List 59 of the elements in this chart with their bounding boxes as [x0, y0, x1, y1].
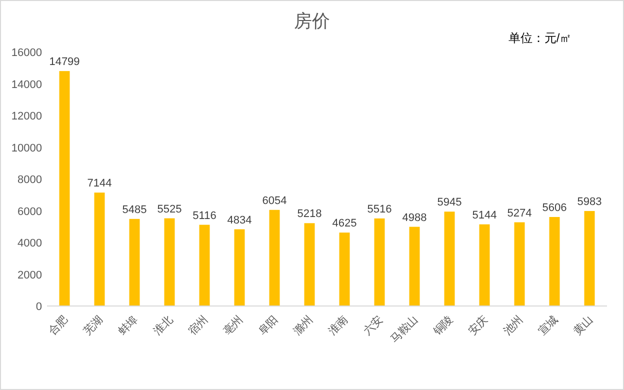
x-tick-label: 芜湖: [80, 312, 106, 338]
data-label: 5144: [472, 209, 497, 222]
x-tick-label: 亳州: [220, 312, 246, 338]
y-tick-label: 8000: [18, 174, 42, 186]
bar: [374, 218, 385, 306]
y-tick-label: 10000: [11, 142, 42, 154]
data-label: 6054: [262, 194, 287, 207]
bar: [549, 217, 560, 306]
x-tick-label: 马鞍山: [388, 312, 421, 346]
bar: [584, 211, 595, 306]
x-tick-label: 六安: [360, 312, 386, 338]
data-label: 4625: [332, 218, 357, 230]
data-label: 14799: [49, 56, 80, 68]
y-tick-label: 6000: [18, 206, 42, 218]
data-label: 5525: [157, 203, 182, 216]
bar: [234, 229, 245, 306]
y-tick-label: 14000: [11, 78, 42, 91]
x-tick-label: 淮南: [326, 312, 351, 338]
data-label: 5945: [437, 196, 462, 209]
x-tick-label: 合肥: [46, 312, 71, 338]
y-tick-label: 0: [36, 301, 42, 313]
data-label: 5516: [367, 203, 392, 216]
text: 单位：元/㎡: [508, 31, 572, 45]
bar: [129, 218, 140, 306]
bar: [479, 224, 490, 306]
data-label: 4988: [402, 212, 427, 224]
data-label: 7144: [87, 178, 112, 190]
data-label: 5116: [192, 210, 216, 222]
bar: [199, 224, 210, 306]
bar: [409, 226, 420, 306]
x-tick-label: 宿州: [186, 312, 211, 338]
data-label: 5274: [507, 207, 532, 220]
data-label: 5485: [122, 204, 147, 216]
x-tick-label: 黄山: [570, 312, 596, 338]
y-tick-label: 12000: [11, 110, 42, 122]
data-label: 4834: [227, 214, 252, 226]
x-tick-label: 淮北: [150, 312, 176, 338]
bar: [304, 223, 315, 306]
bar: [94, 192, 105, 306]
y-tick-label: 2000: [18, 269, 42, 282]
bar: [444, 212, 455, 306]
bar: [164, 218, 175, 306]
x-tick-label: 安庆: [466, 312, 491, 338]
x-tick-label: 铜陵: [430, 314, 456, 338]
chart-title: 房价: [294, 11, 330, 31]
data-label: 5606: [542, 202, 567, 214]
bar: [269, 210, 280, 306]
data-label: 5983: [577, 196, 602, 208]
x-tick-label: 阜阳: [256, 314, 281, 338]
y-tick-label: 16000: [11, 47, 42, 59]
y-tick-label: 4000: [18, 238, 42, 250]
x-tick-label: 滁州: [290, 312, 316, 338]
data-label: 5218: [297, 208, 322, 220]
bar: [59, 71, 70, 306]
x-tick-label: 宣城: [536, 312, 561, 338]
bar: [339, 232, 350, 306]
x-tick-label: 池州: [500, 312, 526, 338]
x-tick-label: 蚌埠: [116, 312, 141, 338]
bar: [514, 222, 525, 306]
